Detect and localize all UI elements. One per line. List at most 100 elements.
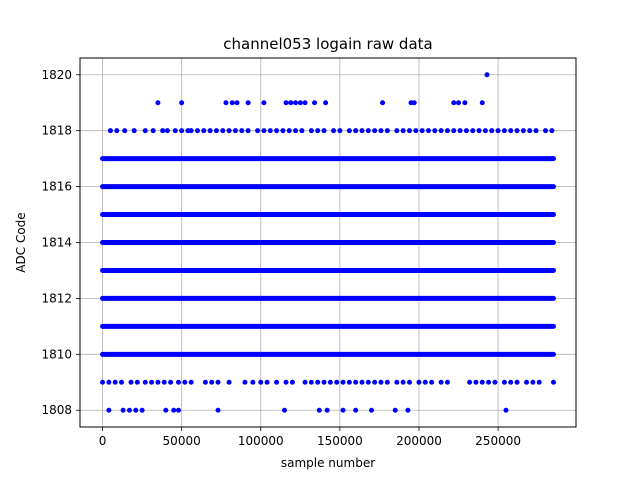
data-point [372,379,378,385]
data-point [369,407,375,413]
data-point [255,128,261,134]
data-point [378,128,384,134]
data-point [114,128,120,134]
data-point [479,100,485,106]
y-tick-label: 1820 [41,68,72,82]
y-tick-label: 1816 [41,180,72,194]
data-point [429,379,435,385]
data-point [168,379,174,385]
data-point [213,128,219,134]
data-point [280,128,286,134]
data-point [501,128,507,134]
data-point [229,100,235,106]
data-point [142,128,148,134]
data-point [283,100,289,106]
x-tick-label: 150000 [317,434,363,448]
y-tick-label: 1814 [41,236,72,250]
data-point [223,100,229,106]
data-point [188,379,194,385]
data-point [416,379,422,385]
data-point [258,379,264,385]
data-point [289,379,295,385]
data-point [550,379,556,385]
data-point [220,128,226,134]
data-point [250,379,256,385]
data-point [527,128,533,134]
data-point [340,379,346,385]
data-point [406,128,412,134]
data-point [334,379,340,385]
data-point [520,128,526,134]
data-point [501,379,507,385]
data-point [508,128,514,134]
data-point [315,379,321,385]
data-point [188,128,194,134]
data-point [476,128,482,134]
data-point [486,379,492,385]
data-point [245,128,251,134]
data-point [297,100,303,106]
data-point [378,379,384,385]
data-point [432,128,438,134]
data-point [201,128,207,134]
data-point [106,379,112,385]
data-point [215,407,221,413]
data-point [133,407,139,413]
data-point [175,407,181,413]
data-point [321,379,327,385]
data-point [112,379,118,385]
data-point [438,128,444,134]
y-axis-label: ADC Code [14,212,28,272]
x-axis-ticks: 0 50000 100000 150000 200000 250000 [99,427,521,448]
data-point [508,379,514,385]
data-point [274,128,280,134]
data-point [139,407,145,413]
data-point [239,128,245,134]
data-point [128,379,134,385]
data-point [299,128,305,134]
data-point [392,407,398,413]
data-point [514,379,520,385]
data-point [321,128,327,134]
data-point [242,379,248,385]
data-point [171,407,177,413]
data-point [346,379,352,385]
data-point [315,128,321,134]
data-point [226,379,232,385]
data-point [293,128,299,134]
x-tick-label: 250000 [475,434,521,448]
data-point [489,128,495,134]
data-point [524,379,530,385]
data-point [267,128,273,134]
x-tick-label: 200000 [396,434,442,448]
data-point [405,407,411,413]
data-point [308,128,314,134]
data-point [394,379,400,385]
data-point [372,128,378,134]
data-point [286,128,292,134]
data-point [327,379,333,385]
y-axis-ticks: 1808 1810 1812 1814 1816 1818 1820 [41,68,80,417]
data-point [324,407,330,413]
y-tick-label: 1810 [41,347,72,361]
data-point [536,379,542,385]
data-point [337,128,343,134]
data-point [308,379,314,385]
data-point [451,128,457,134]
y-tick-label: 1818 [41,124,72,138]
data-point [462,100,468,106]
data-point [175,379,181,385]
data-point [482,128,488,134]
data-point [492,379,498,385]
data-point [419,128,425,134]
data-point [353,379,359,385]
data-point [302,379,308,385]
data-point [444,128,450,134]
data-point [413,128,419,134]
data-point [131,128,137,134]
data-point [359,379,365,385]
data-point [150,128,156,134]
data-point [316,407,322,413]
data-point [232,128,238,134]
data-point [274,379,280,385]
